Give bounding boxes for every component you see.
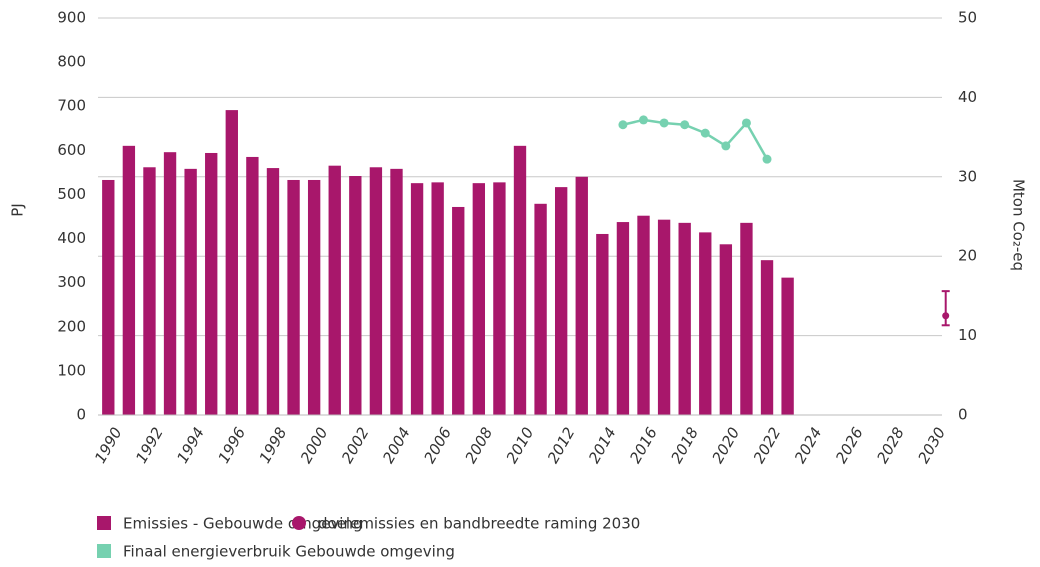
x-tick-label: 1992 (132, 424, 167, 466)
x-tick-label: 2006 (420, 424, 455, 466)
x-tick-label: 2020 (709, 424, 744, 466)
legend-label: doelemissies en bandbreedte raming 2030 (318, 515, 640, 533)
bar (719, 244, 733, 415)
line-point (680, 120, 690, 130)
x-tick-label: 2012 (544, 424, 579, 466)
y2-tick-label: 40 (958, 88, 977, 106)
bar (472, 183, 486, 415)
x-tick-label: 1996 (214, 424, 249, 466)
bar (740, 222, 753, 415)
bar (554, 187, 568, 415)
bar (657, 219, 671, 415)
bar (452, 206, 465, 415)
line-point (721, 141, 731, 151)
line-point (741, 118, 751, 128)
bar (760, 260, 774, 415)
x-tick-label: 2002 (338, 424, 373, 466)
bar (246, 156, 259, 415)
x-tick-label: 2026 (832, 424, 867, 466)
y-tick-label: 200 (57, 317, 86, 335)
bar (225, 110, 238, 415)
x-tick-label: 1998 (256, 424, 291, 466)
bar (184, 168, 197, 415)
bar (596, 233, 609, 415)
line-point (639, 115, 649, 125)
target-point (942, 312, 950, 320)
legend-marker (97, 516, 111, 530)
bar (328, 165, 341, 415)
legend-label: Finaal energieverbruik Gebouwde omgeving (123, 543, 455, 561)
bar (205, 152, 218, 416)
y-tick-label: 700 (57, 97, 86, 115)
y2-tick-label: 20 (958, 247, 977, 265)
x-tick-label: 2004 (379, 424, 414, 466)
x-tick-label: 2000 (297, 424, 332, 466)
x-tick-label: 2016 (626, 424, 661, 466)
y2-tick-label: 50 (958, 9, 977, 27)
y-tick-label: 300 (57, 273, 86, 291)
x-tick-label: 2024 (791, 424, 826, 466)
bar (143, 167, 156, 415)
bar (431, 182, 444, 415)
x-tick-label: 2010 (503, 424, 538, 466)
bar (575, 176, 588, 415)
legend-marker (97, 544, 111, 558)
bar (637, 215, 650, 415)
y-tick-label: 0 (76, 406, 86, 424)
line-point (762, 154, 772, 164)
line-point (659, 118, 669, 128)
bar (349, 176, 362, 415)
x-tick-label: 1990 (91, 424, 126, 466)
y2-tick-label: 30 (958, 167, 977, 185)
bar (699, 232, 712, 415)
bar (287, 179, 300, 415)
bar (513, 145, 527, 416)
y-tick-label: 600 (57, 141, 86, 159)
x-tick-label: 2018 (667, 424, 702, 466)
y-tick-label: 500 (57, 185, 86, 203)
y-tick-label: 800 (57, 53, 86, 71)
y2-tick-label: 10 (958, 326, 977, 344)
x-tick-label: 2008 (462, 424, 497, 466)
bar (781, 277, 794, 415)
bar (410, 183, 424, 415)
bar (122, 145, 136, 416)
line-point (700, 128, 710, 138)
bar (102, 179, 115, 415)
bar (493, 182, 506, 415)
y-tick-label: 100 (57, 361, 86, 379)
bar (163, 152, 177, 415)
y-axis-title: PJ (9, 203, 27, 216)
bar (266, 168, 280, 415)
bar (369, 167, 383, 415)
legend-marker (292, 516, 306, 530)
bar (307, 179, 321, 415)
x-tick-label: 2028 (873, 424, 908, 466)
y-tick-label: 900 (57, 9, 86, 27)
bar (678, 222, 691, 415)
line-point (618, 120, 628, 130)
bar (534, 203, 547, 415)
y-tick-label: 400 (57, 229, 86, 247)
x-tick-label: 2030 (914, 424, 949, 466)
bar (616, 222, 630, 415)
x-tick-label: 2022 (750, 424, 785, 466)
bar (390, 168, 403, 415)
y2-tick-label: 0 (958, 406, 968, 424)
y2-axis-title: Mton Co₂-eq (1010, 179, 1028, 271)
x-tick-label: 2014 (585, 424, 620, 466)
x-tick-label: 1994 (173, 424, 208, 466)
